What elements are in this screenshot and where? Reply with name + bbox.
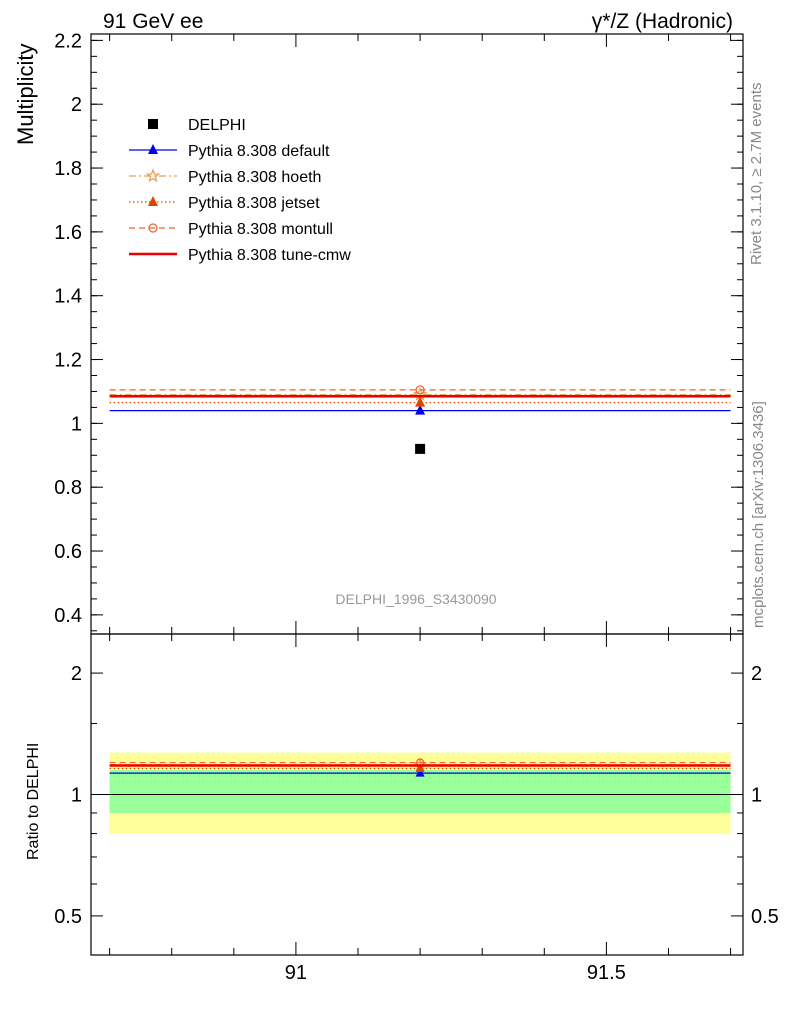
ratio-pythia-8-308-default-marker [415, 767, 425, 777]
ratio-panel: 0.5 0.5 1 1 2 2 91 91.5 Ratio to DELPHI [25, 633, 779, 984]
ratio-pythia-8-308-jetset-marker [415, 763, 425, 773]
ratio-xtick-label: 91 [285, 962, 307, 984]
legend-pythia-8-308-montull-label: Pythia 8.308 montull [188, 221, 333, 238]
main-pythia-8-308-default-marker [415, 404, 426, 415]
header-left-label: 91 GeV ee [103, 10, 203, 33]
analysis-id-label: DELPHI_1996_S3430090 [335, 591, 496, 607]
ratio-ytick-label-left: 1 [71, 785, 82, 807]
main-panel: DELPHI_1996_S3430090 0.4 0.6 0.8 1 1.2 1.4 1.6… [13, 30, 744, 635]
header-right-label: γ*/Z (Hadronic) [592, 10, 733, 33]
ratio-ytick-label-left: 2 [71, 663, 82, 685]
legend-pythia-8-308-hoeth-label: Pythia 8.308 hoeth [188, 169, 321, 186]
ratio-ylabel: Ratio to DELPHI [25, 743, 42, 860]
legend-pythia-8-308-default-marker [148, 144, 158, 154]
side-mcplots-label: mcplots.cern.ch [arXiv:1306.3436] [750, 401, 767, 628]
ratio-band-stat [109, 770, 731, 813]
main-ytick-label: 2 [71, 94, 82, 116]
main-ytick-label: 0.8 [54, 477, 82, 499]
main-ytick-label: 2.2 [54, 30, 82, 52]
main-ytick-label: 0.4 [54, 605, 82, 627]
ratio-series-layer [109, 757, 731, 777]
main-ytick-label: 1 [71, 413, 82, 435]
ratio-ytick-label-left: 0.5 [54, 906, 82, 928]
legend-pythia-8-308-jetset-label: Pythia 8.308 jetset [188, 195, 320, 212]
main-pythia-8-308-jetset-marker [415, 396, 426, 407]
main-series-layer [109, 385, 731, 454]
main-delphi-marker [415, 443, 426, 454]
legend-delphi-label: DELPHI [188, 117, 246, 134]
legend-pythia-8-308-jetset-marker [148, 196, 158, 206]
main-ytick-label: 1.4 [54, 286, 82, 308]
legend-pythia-8-308-hoeth-marker [145, 168, 161, 183]
legend: DELPHI Pythia 8.308 default Pythia 8.308 h… [129, 117, 351, 264]
main-ylabel: Multiplicity [13, 44, 38, 145]
legend-pythia-8-308-default-label: Pythia 8.308 default [188, 143, 330, 160]
ratio-ytick-label-right: 2 [751, 663, 762, 685]
legend-delphi-marker [148, 119, 158, 129]
main-ytick-label: 0.6 [54, 541, 82, 563]
ratio-ytick-label-right: 0.5 [751, 906, 779, 928]
main-pythia-8-308-montull-marker [415, 385, 425, 395]
side-rivet-label: Rivet 3.1.10, ≥ 2.7M events [748, 83, 765, 266]
legend-pythia-8-308-montull-marker [148, 223, 158, 233]
ratio-xtick-label: 91.5 [587, 962, 626, 984]
ratio-ytick-label-right: 1 [751, 785, 762, 807]
legend-pythia-8-308-tune-cmw-label: Pythia 8.308 tune-cmw [188, 247, 351, 264]
main-ytick-label: 1.2 [54, 350, 82, 372]
main-ytick-label: 1.6 [54, 222, 82, 244]
main-ytick-label: 1.8 [54, 158, 82, 180]
